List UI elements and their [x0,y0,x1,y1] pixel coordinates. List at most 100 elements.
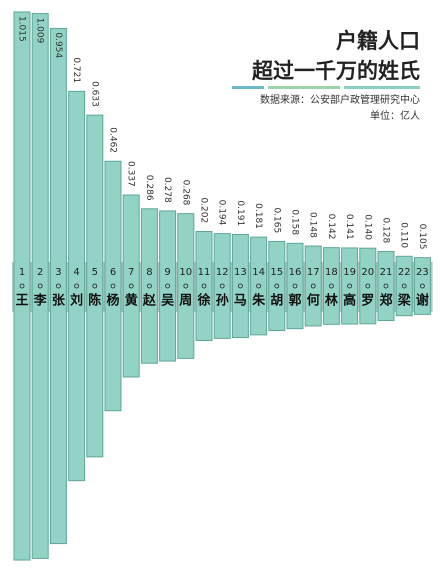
rank-dot [19,283,25,289]
rank-dot [201,283,207,289]
value-label: 0.268 [180,180,190,206]
bar [213,233,231,339]
rank-label: 19 [343,267,356,278]
x-tick-label: 郑 [379,293,392,309]
rank-dot [146,283,152,289]
rank-dot [92,283,98,289]
rank-label: 8 [146,267,152,278]
rank-label: 12 [216,267,229,278]
value-label: 1.009 [35,18,45,44]
rank-dot [165,283,171,289]
rank-label: 23 [416,267,429,278]
x-tick-label: 孙 [216,293,229,309]
rank-label: 21 [380,267,393,278]
x-tick-label: 林 [325,293,338,309]
rank-label: 5 [92,267,98,278]
bar [13,11,31,561]
bar [177,213,195,359]
x-tick-label: 刘 [70,293,83,309]
bar [68,90,86,482]
bar [395,255,413,317]
rank-label: 6 [110,267,116,278]
bar [268,240,286,332]
value-label: 0.633 [89,81,99,107]
x-tick-label: 谢 [416,293,429,309]
rank-dot [274,283,280,289]
rank-label: 11 [198,267,211,278]
x-tick-label: 杨 [106,293,119,309]
value-label: 0.462 [108,127,118,153]
rank-dot [365,283,371,289]
bar [413,257,431,315]
value-label: 0.202 [199,197,209,223]
value-label: 0.721 [71,57,81,83]
rank-dot [37,283,43,289]
rank-label: 4 [73,267,79,278]
x-tick-label: 王 [15,294,28,309]
rank-dot [419,283,425,289]
deco-line [268,86,340,89]
value-label: 0.278 [162,177,172,203]
x-tick-label: 朱 [251,293,266,309]
value-label: 0.105 [417,224,427,250]
value-label: 1.015 [17,16,27,42]
value-label: 0.191 [235,200,245,226]
x-tick-label: 郭 [288,293,301,309]
x-tick-label: 周 [179,294,192,309]
x-tick-label: 高 [343,293,356,309]
deco-line [232,86,264,89]
value-label: 0.110 [399,222,409,248]
rank-dot [183,283,189,289]
bar [49,27,67,545]
rank-label: 22 [398,267,411,278]
bar [140,208,158,364]
value-label: 0.181 [253,203,263,229]
bar [250,236,268,336]
bar [359,247,377,325]
bar [377,250,395,322]
rank-label: 7 [128,267,134,278]
rank-label: 10 [179,267,192,278]
bar [195,230,213,342]
rank-label: 17 [307,267,320,278]
rank-label: 14 [252,267,265,278]
x-tick-label: 马 [234,294,247,309]
value-label: 0.194 [217,200,227,226]
bar [86,114,104,458]
value-label: 0.158 [290,209,300,235]
rank-label: 1 [19,267,25,278]
bar [104,160,122,412]
x-tick-label: 梁 [397,293,412,309]
chart-subtitle: 超过一千万的姓氏 [252,59,420,83]
value-label: 0.954 [53,32,63,58]
rank-dot [74,283,79,289]
unit: 单位：亿人 [370,109,420,122]
bar [286,242,304,330]
rank-label: 9 [164,267,170,278]
value-label: 0.140 [362,214,372,240]
rank-dot [328,283,334,289]
rank-label: 2 [37,267,43,278]
x-tick-label: 吴 [161,294,174,309]
x-tick-label: 徐 [196,293,210,309]
rank-label: 18 [325,267,338,278]
value-label: 0.128 [381,217,391,243]
bar [122,194,140,378]
x-tick-label: 胡 [270,293,283,309]
x-tick-label: 赵 [142,293,157,309]
bar [322,247,340,325]
rank-label: 15 [270,267,283,278]
bar [231,233,249,339]
rank-label: 16 [289,267,302,278]
rank-dot [110,283,116,289]
x-tick-label: 罗 [361,294,374,309]
bar [304,245,322,327]
x-tick-label: 张 [52,294,66,309]
rank-dot [237,283,243,289]
bar [31,13,49,559]
rank-label: 20 [361,267,374,278]
rank-dot [310,283,316,289]
rank-dot [292,283,298,289]
x-tick-label: 何 [307,293,320,309]
